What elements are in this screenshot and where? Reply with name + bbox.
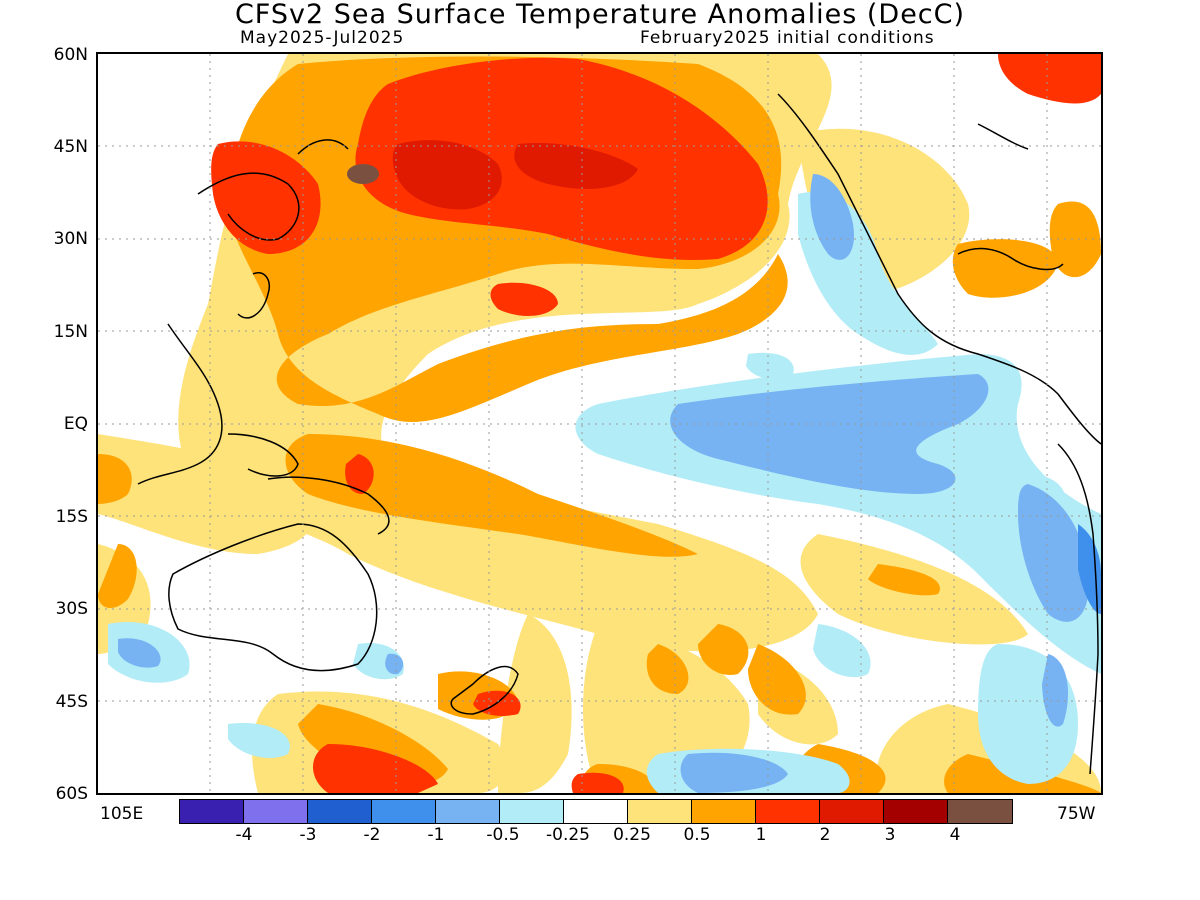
map-title: CFSv2 Sea Surface Temperature Anomalies … (234, 0, 966, 30)
colorbar-label: 0.5 (683, 825, 711, 845)
colorbar-swatch (820, 800, 884, 823)
colorbar-label: 2 (819, 825, 831, 845)
cool-strong-regions (1078, 524, 1101, 614)
colorbar-swatch (372, 800, 436, 823)
colorbar-label: -0.5 (486, 825, 520, 845)
colorbar-swatch (564, 800, 628, 823)
lat-label-15n: 15N (53, 322, 88, 342)
colorbar-label: -3 (299, 825, 317, 845)
colorbar-label: 0.25 (613, 825, 651, 845)
lon-label-left: 105E (100, 804, 144, 824)
lat-label-60s: 60S (55, 784, 88, 804)
lat-label-30s: 30S (55, 599, 88, 619)
map-canvas (98, 54, 1101, 793)
colorbar-swatch (244, 800, 308, 823)
lat-label-30n: 30N (53, 229, 88, 249)
forecast-period: May2025-Jul2025 (240, 28, 405, 48)
colorbar-label: -0.25 (546, 825, 590, 845)
colorbar-label: -1 (427, 825, 445, 845)
lat-label-45s: 45S (55, 692, 88, 712)
colorbar (179, 799, 1013, 824)
sst-anomaly-map (96, 52, 1103, 795)
colorbar-swatch (180, 800, 244, 823)
warm-extreme-regions (347, 164, 379, 184)
initial-conditions: February2025 initial conditions (640, 28, 935, 48)
colorbar-swatch (692, 800, 756, 823)
colorbar-swatch (948, 800, 1012, 823)
colorbar-swatch (628, 800, 692, 823)
lon-label-right: 75W (1057, 804, 1096, 824)
lat-label-45n: 45N (53, 137, 88, 157)
lat-label-eq: EQ (63, 414, 88, 434)
colorbar-swatch (756, 800, 820, 823)
colorbar-swatch (884, 800, 948, 823)
colorbar-label: -4 (235, 825, 253, 845)
colorbar-label: 3 (884, 825, 896, 845)
colorbar-label: 4 (949, 825, 961, 845)
lat-label-15s: 15S (55, 507, 88, 527)
coastlines (137, 93, 1101, 775)
lat-label-60n: 60N (53, 45, 88, 65)
warm-very-strong-regions (392, 140, 638, 210)
cool-moderate-regions (118, 174, 1089, 793)
colorbar-swatch (500, 800, 564, 823)
colorbar-swatch (308, 800, 372, 823)
colorbar-label: 1 (755, 825, 767, 845)
colorbar-label: -2 (363, 825, 381, 845)
colorbar-swatch (436, 800, 500, 823)
